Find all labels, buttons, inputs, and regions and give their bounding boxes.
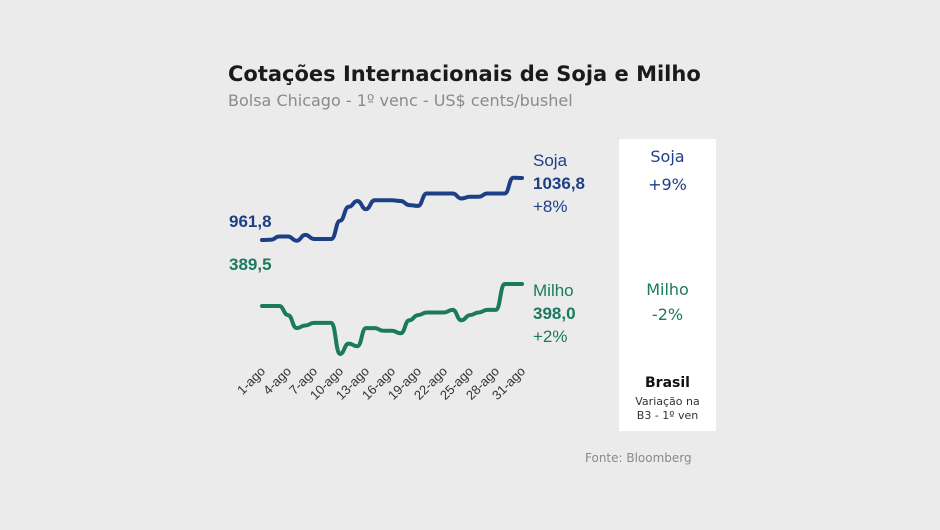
soja-end-value: 1036,8 xyxy=(533,174,585,193)
side-footer-line2: B3 - 1º ven xyxy=(636,409,699,422)
milho-start-label: 389,5 xyxy=(229,255,272,274)
chart-title: Cotações Internacionais de Soja e Milho xyxy=(228,62,701,86)
side-soja-pct: +9% xyxy=(648,175,687,194)
source-note: Fonte: Bloomberg xyxy=(585,451,692,465)
soja-start-label: 961,8 xyxy=(229,212,272,231)
milho-series-name: Milho xyxy=(533,281,574,300)
milho-end-pct: +2% xyxy=(533,327,568,346)
side-milho-name: Milho xyxy=(646,280,689,299)
side-milho-pct: -2% xyxy=(651,305,684,324)
soja-end-pct: +8% xyxy=(533,197,568,216)
x-tick-label: 4-ago xyxy=(260,364,294,398)
soja-line xyxy=(260,175,524,243)
chart-lines xyxy=(260,175,524,356)
milho-end-value: 398,0 xyxy=(533,304,576,323)
side-footer-line1: Variação na xyxy=(635,395,700,408)
x-tick-label: 1-ago xyxy=(234,364,268,398)
soja-series-name: Soja xyxy=(533,151,568,170)
chart-subtitle: Bolsa Chicago - 1º venc - US$ cents/bush… xyxy=(228,91,573,110)
side-soja-name: Soja xyxy=(650,147,685,166)
x-axis-ticks: 1-ago4-ago7-ago10-ago13-ago16-ago19-ago2… xyxy=(234,364,528,403)
milho-line xyxy=(260,282,524,356)
brasil-variation-panel: Soja +9% Milho -2% Brasil Variação na B3… xyxy=(619,139,716,431)
side-footer-title: Brasil xyxy=(645,375,690,391)
